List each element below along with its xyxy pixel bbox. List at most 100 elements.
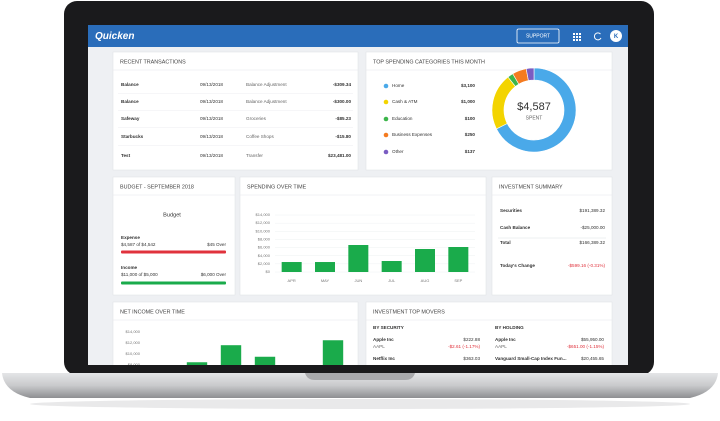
summary-value: -$25,000.00 [580, 225, 605, 230]
donut-segment [525, 67, 535, 81]
budget-amount: $11,000 of $5,000 [121, 272, 158, 277]
refresh-icon[interactable] [593, 32, 602, 41]
mover-value: $222.88 [463, 337, 480, 342]
y-tick-label: $0 [266, 269, 271, 274]
panel-title: INVESTMENT TOP MOVERS [373, 309, 445, 315]
bar [315, 262, 335, 272]
donut-segment [496, 67, 577, 153]
legend-swatch [383, 83, 389, 89]
amount: -$300.00 [333, 99, 352, 104]
y-tick-label: $8,000 [128, 362, 141, 367]
bar [348, 245, 369, 272]
y-tick-label: $14,000 [126, 329, 141, 334]
bar [220, 345, 242, 365]
date: 09/13/2018 [200, 116, 223, 121]
panel [239, 176, 487, 296]
amount: -$15.80 [335, 134, 351, 139]
budget-bar [121, 281, 226, 285]
payee: Test [121, 153, 131, 158]
legend-swatch [383, 149, 389, 155]
x-tick-label: JUL [388, 278, 396, 283]
bar [322, 340, 344, 365]
category: Balance Adjustment [246, 82, 287, 87]
avatar-letter[interactable]: K [614, 34, 619, 40]
x-tick-label: AUG [421, 278, 430, 283]
summary-value: -$599.16 (-0.31%) [568, 263, 605, 268]
mover-symbol: AAPL [373, 344, 385, 349]
movers-heading: BY HOLDING [495, 325, 524, 330]
bar [381, 261, 402, 272]
category: Balance Adjustment [246, 99, 287, 104]
mover-name: Apple Inc [495, 337, 516, 342]
payee: Balance [121, 99, 139, 104]
summary-label: Cash Balance [500, 225, 531, 230]
budget-subtitle: Budget [163, 212, 181, 218]
legend-label: Other [392, 149, 404, 154]
legend-swatch [383, 132, 389, 138]
budget-amount: $4,587 of $4,542 [121, 242, 156, 247]
panel-title: INVESTMENT SUMMARY [499, 184, 563, 190]
legend-swatch [383, 99, 389, 105]
y-tick-label: $2,000 [258, 261, 271, 266]
budget-status: $6,000 Over [201, 272, 227, 277]
mover-name: Apple Inc [373, 337, 394, 342]
mover-change: -$651.00 (-1.15%) [567, 344, 604, 349]
legend-label: Education [392, 116, 413, 121]
support-button[interactable] [516, 28, 560, 44]
bar [281, 262, 302, 272]
panel-title: BUDGET - SEPTEMBER 2018 [120, 184, 194, 190]
category: Groceries [246, 116, 267, 121]
donut-caption: SPENT [526, 115, 543, 121]
mover-name: Netflix Inc [373, 356, 395, 361]
mover-value: $363.03 [463, 356, 480, 361]
x-tick-label: JUN [354, 278, 362, 283]
y-tick-label: $14,000 [256, 212, 271, 217]
value-label: $137 [465, 149, 476, 154]
panel-title: NET INCOME OVER TIME [120, 309, 185, 315]
header-bar [88, 25, 628, 47]
grid-icon[interactable] [573, 33, 581, 41]
amount: -$309.34 [333, 82, 352, 87]
y-tick-label: $6,000 [258, 245, 271, 250]
budget-item: Income [121, 265, 138, 270]
category: Coffee Shops [246, 134, 274, 139]
legend-label: Business Expenses [392, 132, 433, 137]
value-label: $250 [465, 132, 476, 137]
dashboard: RECENT TRANSACTIONS Balance 09/13/2018 Bala… [112, 51, 613, 367]
panel [112, 51, 359, 171]
bar [448, 247, 469, 272]
y-tick-label: $8,000 [258, 236, 271, 241]
summary-label: Total [500, 240, 511, 245]
panel [491, 176, 613, 296]
summary-value: $191,389.32 [579, 208, 605, 213]
support-label[interactable]: SUPPORT [526, 34, 550, 40]
logo: Quicken [95, 31, 134, 42]
value-label: $1,000 [461, 99, 475, 104]
amount: -$85.23 [335, 116, 351, 121]
bar [186, 362, 208, 365]
date: 09/13/2018 [200, 134, 223, 139]
y-tick-label: $10,000 [126, 351, 141, 356]
avatar[interactable] [610, 30, 622, 42]
panel-title: TOP SPENDING CATEGORIES THIS MONTH [373, 59, 485, 65]
value-label: $3,100 [461, 83, 475, 88]
mover-name: Vanguard Small-Cap Index Fun... [495, 356, 566, 361]
date: 09/13/2018 [200, 82, 223, 87]
budget-item: Expense [121, 235, 140, 240]
summary-value: $166,389.32 [579, 240, 605, 245]
value-label: $100 [465, 116, 476, 121]
budget-bar [121, 250, 226, 254]
movers-heading: BY SECURITY [373, 325, 404, 330]
date: 09/13/2018 [200, 99, 223, 104]
legend-swatch [383, 116, 389, 122]
legend-label: Home [392, 83, 405, 88]
bar [415, 248, 435, 272]
y-tick-label: $4,000 [258, 253, 271, 258]
category: Transfer [246, 153, 263, 158]
panel-title: SPENDING OVER TIME [247, 184, 307, 190]
amount: $23,481.00 [328, 153, 351, 158]
legend-label: Cash & ATM [392, 99, 418, 104]
panel [365, 301, 613, 365]
